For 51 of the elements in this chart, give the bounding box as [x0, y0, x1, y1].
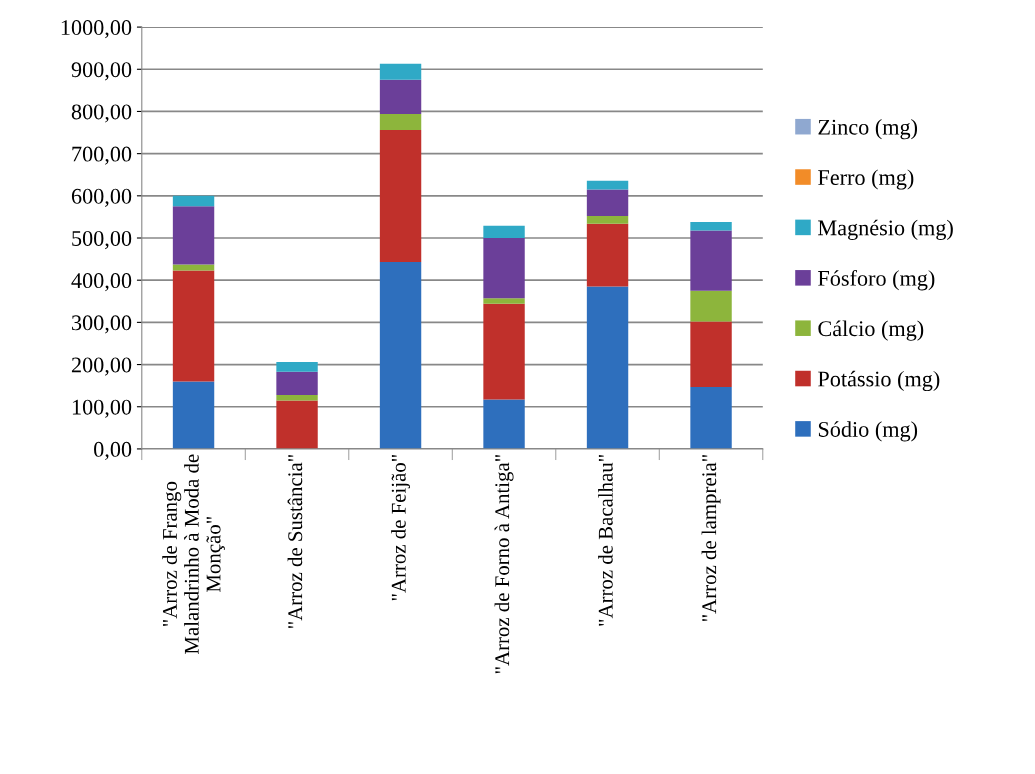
x-tick-label: "Arroz de Sustância" — [287, 455, 303, 629]
bar — [483, 399, 525, 449]
x-tick-label: "Arroz de Forno à Antiga" — [494, 455, 514, 674]
y-tick-label: 700,00 — [72, 146, 132, 165]
bar — [379, 63, 422, 80]
bar — [483, 225, 525, 238]
y-tick-label: 300,00 — [72, 315, 132, 334]
bar — [690, 386, 732, 449]
bar — [379, 262, 422, 449]
bar — [276, 371, 318, 395]
y-tick-label: 0,00 — [94, 441, 132, 461]
bar — [483, 303, 525, 400]
bar — [586, 286, 629, 449]
legend-label: Sódio (mg) — [818, 421, 918, 442]
x-tick-label: "Arroz de Frango Malandrinho à Moda de Monção" — [162, 454, 225, 654]
x-tick-label: "Arroz de lampreia" — [701, 455, 721, 622]
legend-label: Cálcio (mg) — [818, 320, 924, 341]
legend-label: Fósforo (mg) — [818, 269, 935, 291]
y-tick-label: 400,00 — [71, 273, 132, 292]
bar — [379, 113, 422, 131]
y-tick-label: 1000,00 — [61, 20, 132, 39]
legend-label: Ferro (mg) — [818, 169, 914, 190]
bar — [586, 189, 629, 217]
bar — [690, 221, 732, 231]
y-tick-label: 200,00 — [71, 357, 132, 376]
y-tick-label: 600,00 — [71, 188, 132, 207]
legend-label: Magnésio (mg) — [818, 219, 953, 240]
y-tick-label: 100,00 — [72, 399, 132, 418]
bar — [690, 321, 732, 387]
y-tick-label: 800,00 — [71, 104, 132, 123]
x-tick-label: "Arroz de Bacalhau" — [598, 455, 613, 626]
bar — [690, 230, 732, 291]
bar — [586, 223, 629, 287]
legend-label: Zinco (mg) — [818, 119, 918, 140]
x-tick-label: "Arroz de Feijão" — [391, 455, 410, 601]
bar — [172, 206, 215, 265]
bar — [379, 130, 422, 263]
legend-label: Potássio (mg) — [818, 370, 940, 392]
bar — [276, 362, 318, 372]
bar — [172, 195, 215, 207]
bar — [172, 381, 215, 449]
bar — [690, 290, 732, 322]
bar — [276, 400, 318, 449]
bar — [483, 298, 525, 304]
bar — [172, 270, 215, 382]
bar — [379, 79, 422, 114]
bar — [276, 394, 318, 401]
bar — [483, 238, 525, 299]
y-tick-label: 900,00 — [71, 62, 132, 81]
bar — [586, 216, 629, 224]
y-tick-label: 500,00 — [72, 230, 132, 250]
